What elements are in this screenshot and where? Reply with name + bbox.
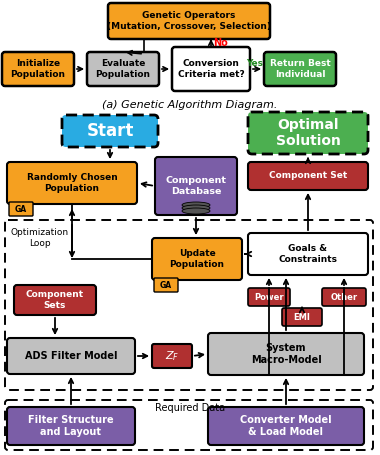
FancyBboxPatch shape xyxy=(108,3,270,39)
FancyBboxPatch shape xyxy=(264,52,336,86)
Text: Start: Start xyxy=(86,122,134,140)
Text: Component
Sets: Component Sets xyxy=(26,290,84,310)
FancyBboxPatch shape xyxy=(208,407,364,445)
Text: Genetic Operators
(Mutation, Crossover, Selection): Genetic Operators (Mutation, Crossover, … xyxy=(107,11,271,30)
FancyBboxPatch shape xyxy=(152,344,192,368)
FancyBboxPatch shape xyxy=(248,112,368,154)
FancyBboxPatch shape xyxy=(248,162,368,190)
Text: Optimal
Solution: Optimal Solution xyxy=(276,118,340,148)
FancyBboxPatch shape xyxy=(152,238,242,280)
Ellipse shape xyxy=(182,205,210,211)
FancyBboxPatch shape xyxy=(62,115,158,147)
Text: Conversion
Criteria met?: Conversion Criteria met? xyxy=(177,59,244,79)
Text: GA: GA xyxy=(15,204,27,213)
FancyBboxPatch shape xyxy=(172,47,250,91)
FancyBboxPatch shape xyxy=(248,233,368,275)
Text: Component
Database: Component Database xyxy=(166,176,226,196)
Text: No: No xyxy=(214,38,228,48)
Text: $Z_F$: $Z_F$ xyxy=(165,349,179,363)
Text: Evaluate
Population: Evaluate Population xyxy=(95,59,150,79)
Text: Converter Model
& Load Model: Converter Model & Load Model xyxy=(240,415,332,437)
FancyBboxPatch shape xyxy=(87,52,159,86)
Text: Other: Other xyxy=(331,293,358,302)
FancyBboxPatch shape xyxy=(9,202,33,216)
FancyBboxPatch shape xyxy=(208,333,364,375)
Text: Randomly Chosen
Population: Randomly Chosen Population xyxy=(27,173,117,193)
Text: (a) Genetic Algorithm Diagram.: (a) Genetic Algorithm Diagram. xyxy=(102,100,278,110)
FancyBboxPatch shape xyxy=(155,157,237,215)
Text: Initialize
Population: Initialize Population xyxy=(11,59,65,79)
FancyBboxPatch shape xyxy=(154,278,178,292)
Text: Filter Structure
and Layout: Filter Structure and Layout xyxy=(28,415,114,437)
FancyBboxPatch shape xyxy=(7,162,137,204)
FancyBboxPatch shape xyxy=(7,338,135,374)
Text: Update
Population: Update Population xyxy=(169,249,225,269)
Text: Required Data: Required Data xyxy=(155,403,225,413)
FancyBboxPatch shape xyxy=(282,308,322,326)
Text: EMI: EMI xyxy=(294,313,310,322)
Ellipse shape xyxy=(182,208,210,214)
FancyBboxPatch shape xyxy=(7,407,135,445)
FancyBboxPatch shape xyxy=(322,288,366,306)
Ellipse shape xyxy=(182,202,210,208)
FancyBboxPatch shape xyxy=(14,285,96,315)
Text: Goals &
Constraints: Goals & Constraints xyxy=(279,244,337,264)
Text: Component Set: Component Set xyxy=(269,172,347,181)
Text: Power: Power xyxy=(254,293,284,302)
FancyBboxPatch shape xyxy=(248,288,290,306)
Text: GA: GA xyxy=(160,280,172,289)
Text: Return Best
Individual: Return Best Individual xyxy=(270,59,330,79)
Text: System
Macro-Model: System Macro-Model xyxy=(251,343,321,365)
Text: Yes: Yes xyxy=(247,59,263,67)
Text: ADS Filter Model: ADS Filter Model xyxy=(25,351,117,361)
FancyBboxPatch shape xyxy=(2,52,74,86)
Text: Optimization
Loop: Optimization Loop xyxy=(11,228,69,248)
